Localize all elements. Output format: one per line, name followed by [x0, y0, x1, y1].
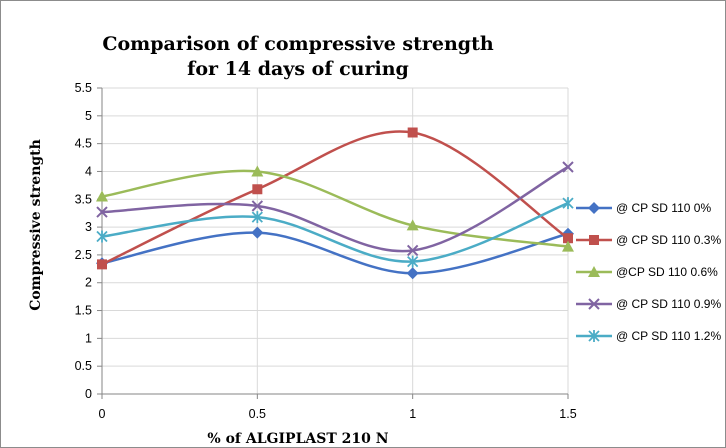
data-point	[407, 127, 418, 138]
data-point	[563, 233, 573, 244]
x-axis-title: % of ALGIPLAST 210 N	[207, 431, 388, 447]
y-tick-label: 3.5	[75, 192, 92, 206]
y-tick-label: 4.5	[75, 137, 92, 151]
data-point	[96, 190, 108, 202]
data-point	[562, 240, 574, 252]
chart-title-line-2: for 14 days of curing	[187, 58, 409, 80]
data-point	[251, 211, 263, 224]
legend-marker	[588, 298, 600, 310]
data-point	[97, 259, 107, 270]
legend-marker	[588, 330, 600, 342]
data-point	[562, 197, 574, 210]
y-tick-label: 2	[85, 276, 92, 290]
series-line	[101, 169, 569, 248]
data-point	[406, 219, 419, 231]
x-tick-label: 1	[409, 407, 416, 421]
data-point	[251, 165, 264, 177]
y-tick-label: 4	[85, 164, 92, 178]
data-point	[407, 255, 419, 268]
y-tick-label: 5.5	[75, 81, 92, 95]
y-tick-label: 1.5	[75, 304, 92, 318]
y-tick-label: 1	[85, 331, 92, 345]
series-line	[101, 165, 569, 253]
data-point	[252, 184, 263, 195]
legend-marker	[588, 266, 600, 277]
y-tick-label: 2.5	[75, 248, 92, 262]
x-tick-label: 0.5	[249, 407, 266, 421]
series-line	[101, 201, 569, 263]
series-line	[101, 130, 569, 266]
legend-entry-label: @ CP SD 110 0.9%	[616, 297, 721, 311]
x-tick-label: 0	[99, 407, 106, 421]
data-point	[406, 267, 419, 280]
legend-entry-label: @ CP SD 110 1.2%	[616, 329, 721, 343]
data-point	[251, 226, 264, 239]
chart-title-line-1: Comparison of compressive strength	[102, 33, 494, 55]
legend-entry-label: @ CP SD 110 0%	[616, 201, 711, 215]
data-point	[96, 230, 108, 243]
data-point	[406, 244, 419, 257]
legend-marker	[589, 235, 599, 245]
legend-entry-label: @ CP SD 110 0.3%	[616, 233, 721, 247]
legend-entry-label: @CP SD 110 0.6%	[616, 265, 718, 279]
y-tick-label: 5	[85, 109, 92, 123]
legend: @ CP SD 110 0% @ CP SD 110 0.3% @CP SD 110…	[576, 201, 721, 343]
x-tick-label: 1.5	[559, 407, 576, 421]
series-line	[101, 231, 569, 275]
y-tick-label: 0	[85, 387, 92, 401]
y-tick-label: 0.5	[75, 359, 92, 373]
data-point	[562, 161, 574, 173]
y-tick-label: 3	[85, 220, 92, 234]
data-point	[96, 206, 108, 218]
data-point	[251, 200, 264, 212]
y-axis-title: Compressive strength	[28, 139, 44, 311]
legend-marker	[588, 202, 600, 214]
plot-area: 0 0.5 1 1.5 2 2.5 3 3.5 4 4.5 5 5.5 0 0.5 1 1.5	[75, 81, 577, 421]
